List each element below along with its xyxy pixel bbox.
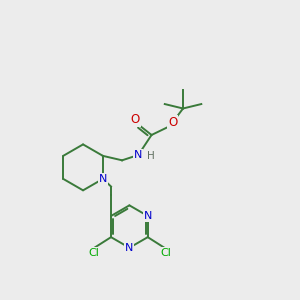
Text: N: N xyxy=(134,150,142,160)
Text: O: O xyxy=(168,116,177,129)
Text: O: O xyxy=(130,113,140,127)
Text: N: N xyxy=(99,174,107,184)
Text: Cl: Cl xyxy=(88,248,99,258)
Text: Cl: Cl xyxy=(160,248,171,258)
Text: H: H xyxy=(146,152,154,161)
Text: N: N xyxy=(144,211,152,221)
Text: N: N xyxy=(125,243,134,253)
